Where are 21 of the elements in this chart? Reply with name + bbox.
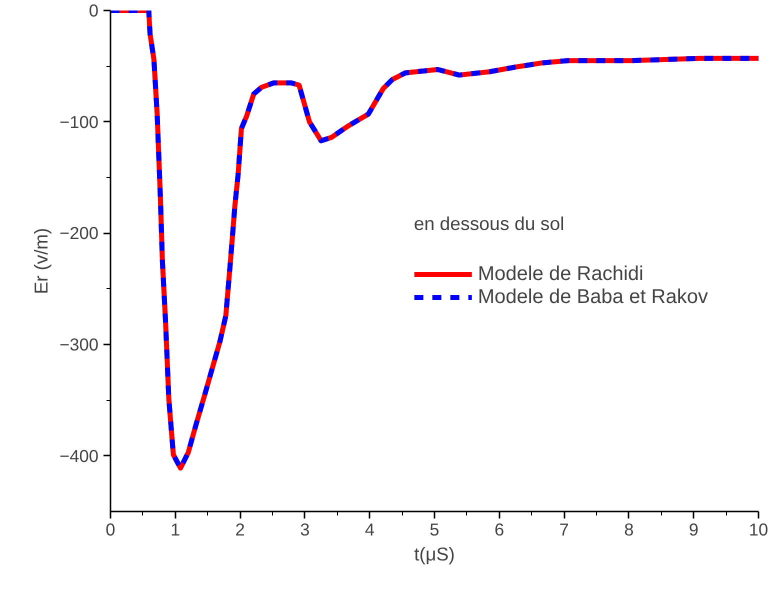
x-tick-label: 7	[559, 520, 569, 540]
x-tick-label: 8	[624, 520, 634, 540]
y-axis-title: Er (v/m)	[30, 228, 52, 294]
legend-label: Modele de Rachidi	[478, 262, 644, 286]
x-tick-label: 0	[106, 520, 116, 540]
y-tick-label: −400	[59, 446, 98, 466]
x-tick-label: 9	[688, 520, 699, 540]
legend-label: Modele de Baba et Rakov	[478, 286, 708, 308]
y-tick-label: −300	[59, 334, 98, 354]
y-tick-label: 0	[88, 0, 99, 20]
x-tick-label: 3	[300, 520, 310, 540]
x-tick-label: 2	[235, 520, 245, 540]
x-tick-label: 1	[170, 520, 180, 540]
y-tick-label: −200	[59, 223, 98, 244]
x-axis-title: t(μS)	[414, 544, 455, 564]
x-tick-label: 6	[494, 520, 504, 540]
x-tick-label: 5	[430, 520, 440, 540]
x-tick-label: 4	[364, 520, 375, 540]
y-tick-label: −100	[59, 112, 98, 132]
x-tick-label: 10	[748, 520, 768, 540]
legend-title: en dessous du sol	[414, 212, 566, 234]
